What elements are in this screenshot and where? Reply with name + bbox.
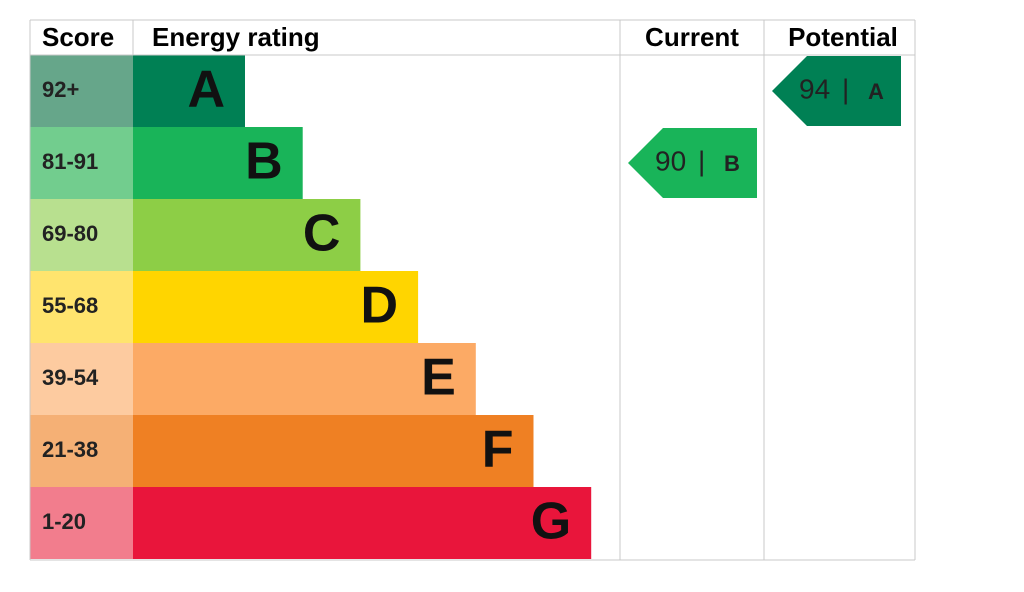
current-arrow [628,128,757,198]
rating-bar [133,487,592,559]
rating-letter: G [531,493,571,551]
rating-bar [133,127,303,199]
rating-letter: D [361,277,399,335]
current-header: Current [645,22,739,52]
potential-letter: A [868,79,884,104]
current-letter: B [724,151,740,176]
score-cell [30,55,133,127]
score-range: 1-20 [42,509,86,534]
score-range: 69-80 [42,221,98,246]
potential-arrow [772,56,901,126]
score-header: Score [42,22,114,52]
current-sep: | [698,145,705,176]
score-cell [30,343,133,415]
rating-bar [133,199,361,271]
potential-sep: | [842,73,849,104]
rating-bar [133,55,245,127]
rating-letter: B [245,133,283,191]
rating-letter: A [187,61,225,119]
potential-value: 94 [799,73,830,104]
score-range: 55-68 [42,293,98,318]
rating-bar [133,415,534,487]
score-range: 81-91 [42,149,98,174]
rating-letter: F [482,421,514,479]
score-range: 39-54 [42,365,99,390]
current-value: 90 [655,145,686,176]
score-cell [30,127,133,199]
rating-bar [133,343,476,415]
rating-header: Energy rating [152,22,320,52]
potential-header: Potential [788,22,898,52]
score-cell [30,487,133,559]
rating-bar [133,271,419,343]
score-range: 21-38 [42,437,98,462]
rating-letter: C [303,205,341,263]
rating-letter: E [421,349,456,407]
score-range: 92+ [42,77,79,102]
score-cell [30,415,133,487]
score-cell [30,271,133,343]
score-cell [30,199,133,271]
